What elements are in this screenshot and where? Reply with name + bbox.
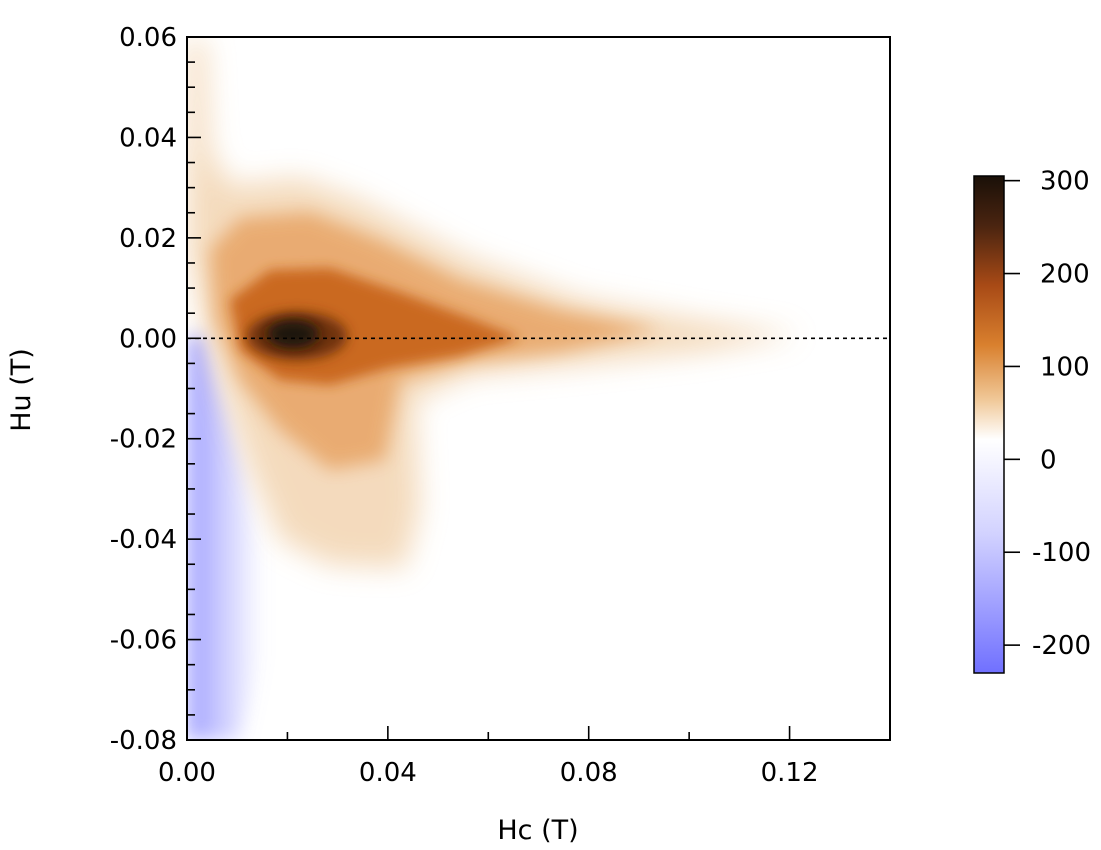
x-tick-label: 0.00 [158, 758, 216, 788]
x-tick-label: 0.04 [359, 758, 417, 788]
x-tick-label: 0.08 [560, 758, 618, 788]
colorbar: 300 200 100 0 -100 -200 [973, 167, 1091, 674]
density-field [187, 40, 800, 740]
y-tick-label: -0.04 [110, 525, 177, 555]
y-axis-title: Hu (T) [6, 348, 37, 432]
colorbar-tick-label: 300 [1040, 167, 1090, 197]
y-tick-label: -0.06 [110, 626, 177, 656]
density-peak [267, 320, 319, 348]
y-tick-label: 0.06 [119, 23, 177, 53]
y-tick-label: 0.02 [119, 224, 177, 254]
x-tick-label: 0.12 [761, 758, 819, 788]
colorbar-tick-label: 100 [1040, 352, 1090, 382]
negative-region [187, 330, 262, 740]
y-tick-label: -0.08 [110, 726, 177, 756]
colorbar-gradient [973, 175, 1005, 674]
colorbar-tick-label: 0 [1040, 445, 1057, 475]
y-axis-labels: 0.06 0.04 0.02 0.00 -0.02 -0.04 -0.06 -0… [110, 23, 177, 756]
colorbar-ticks [1004, 179, 1020, 646]
y-tick-label: 0.00 [119, 324, 177, 354]
y-tick-label: 0.04 [119, 123, 177, 153]
colorbar-tick-label: -200 [1032, 631, 1091, 661]
colorbar-tick-label: -100 [1032, 538, 1091, 568]
y-tick-label: -0.02 [110, 425, 177, 455]
colorbar-tick-label: 200 [1040, 260, 1090, 290]
x-axis-labels: 0.00 0.04 0.08 0.12 [158, 758, 818, 788]
x-axis-ticks [186, 726, 791, 740]
x-axis-title: Hc (T) [497, 815, 578, 846]
